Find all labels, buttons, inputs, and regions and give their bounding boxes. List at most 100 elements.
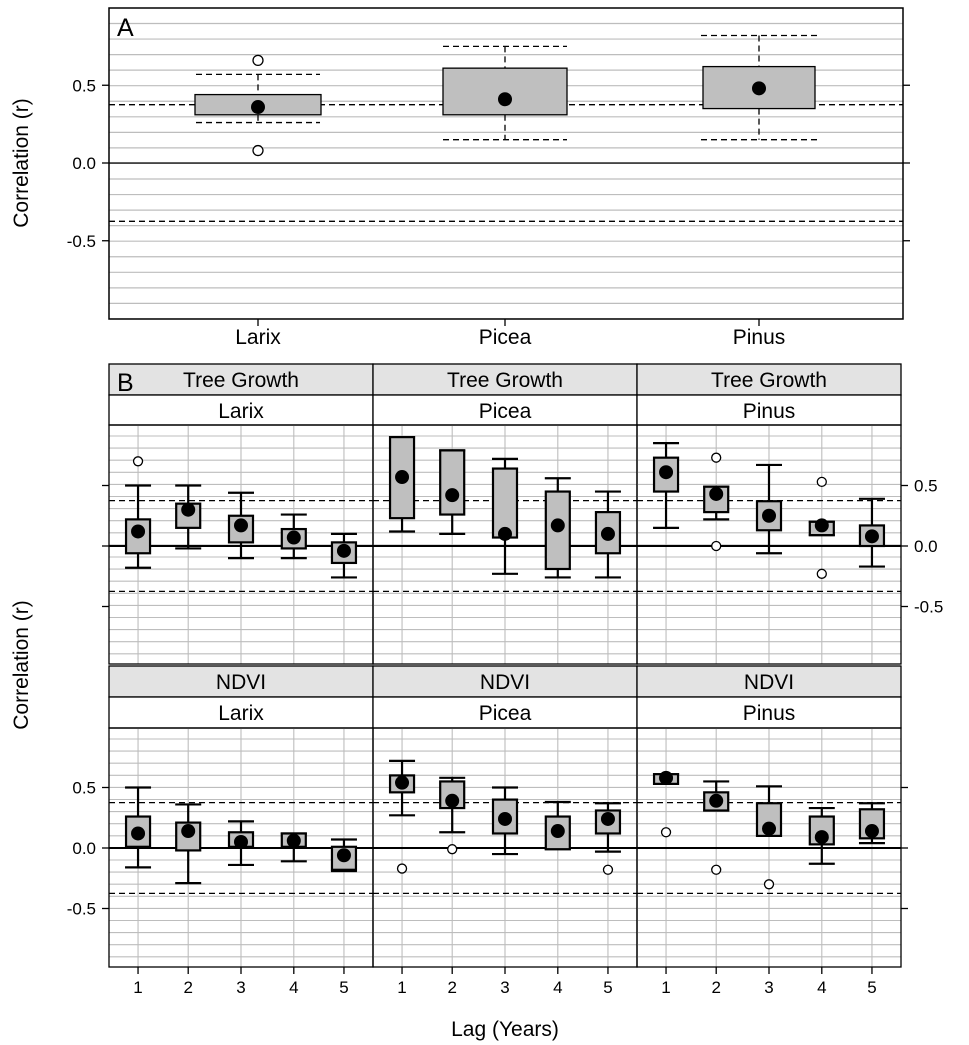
box-lag-1 [388, 436, 416, 533]
facet-col-label: Picea [479, 400, 532, 423]
outlier-point [711, 864, 722, 875]
mean-point [445, 488, 460, 503]
y-tick-label: -0.5 [67, 232, 96, 251]
mean-point [395, 775, 410, 790]
box-picea [442, 45, 568, 141]
box-lag-4 [544, 477, 571, 579]
mean-point [181, 502, 196, 517]
facet-row-label: NDVI [216, 671, 266, 694]
facet-row-label: Tree Growth [447, 369, 563, 392]
box-lag-3 [227, 491, 255, 560]
x-tick-label: 3 [764, 978, 773, 997]
outlier-point [602, 864, 614, 875]
box-lag-4 [808, 806, 835, 865]
mean-point [550, 824, 565, 839]
box-lag-3 [491, 786, 519, 856]
box-lag-1 [652, 442, 680, 529]
y-tick-label: 0.5 [72, 76, 96, 95]
facet-tree-growth-picea [372, 363, 638, 665]
panel-a [102, 7, 910, 326]
box-lag-5 [858, 802, 886, 845]
facet-col-label: Picea [479, 702, 532, 725]
box-larix [194, 54, 322, 157]
outlier-point [711, 452, 722, 463]
box-lag-4 [544, 800, 571, 851]
outlier-point [396, 863, 408, 874]
box-lag-2 [703, 780, 730, 875]
box-lag-2 [439, 449, 466, 536]
x-tick-label: 2 [447, 978, 456, 997]
facet-col-label: Larix [218, 400, 264, 423]
mean-point [286, 833, 301, 848]
outlier-point [816, 476, 827, 488]
box-lag-5 [330, 838, 358, 873]
mean-point [659, 770, 674, 785]
box-lag-5 [330, 532, 358, 579]
y-tick-label: 0.0 [72, 839, 96, 858]
facet-ndvi-picea [372, 665, 638, 974]
box [442, 67, 568, 116]
x-tick-label: 5 [867, 978, 876, 997]
facet-strip-row [636, 665, 902, 698]
x-tick-label: 3 [500, 978, 509, 997]
mean-point [498, 526, 512, 541]
x-tick-label: 5 [339, 978, 348, 997]
y-tick-label: -0.5 [67, 900, 96, 919]
outlier-point [447, 844, 458, 855]
outlier-point [660, 827, 672, 838]
y-tick-label: 0.0 [72, 154, 96, 173]
box-lag-4 [280, 513, 307, 560]
outlier-point [252, 144, 264, 157]
facet-frame [636, 424, 902, 665]
mean-point [762, 821, 776, 836]
box [439, 449, 466, 516]
mean-point [286, 530, 301, 545]
mean-point [659, 465, 674, 480]
mean-point [814, 830, 829, 845]
x-tick-label: Picea [479, 326, 532, 349]
box-lag-5 [594, 490, 622, 579]
facet-row-label: NDVI [480, 671, 530, 694]
outlier-point [816, 568, 827, 579]
facet-col-label: Pinus [743, 702, 796, 725]
x-tick-label: 4 [289, 978, 298, 997]
panel-b [102, 363, 908, 974]
facet-tree-growth-pinus [636, 363, 908, 665]
box [755, 500, 783, 532]
facet-row-label: NDVI [744, 671, 794, 694]
x-tick-label: 4 [553, 978, 562, 997]
box [491, 467, 519, 539]
y-axis-title: Correlation (r) [10, 600, 33, 730]
mean-point [336, 543, 351, 558]
mean-point [445, 793, 460, 808]
box-lag-2 [439, 776, 466, 855]
panel-label: A [117, 14, 134, 42]
facet-strip-row [636, 363, 902, 396]
x-tick-label: 2 [183, 978, 192, 997]
box-lag-3 [755, 785, 783, 890]
box-lag-3 [227, 820, 255, 867]
mean-point [762, 508, 776, 523]
facet-strip-col [108, 696, 374, 729]
x-tick-label: 4 [817, 978, 826, 997]
x-tick-label: 2 [711, 978, 720, 997]
mean-point [131, 524, 146, 539]
mean-point [814, 518, 829, 533]
box-pinus [701, 34, 817, 141]
box-lag-2 [175, 484, 202, 550]
mean-point [131, 826, 146, 841]
mean-point [498, 811, 512, 826]
y-axis-title: Correlation (r) [10, 98, 33, 228]
box-lag-1 [124, 456, 152, 569]
mean-point [336, 848, 351, 863]
mean-point [709, 486, 724, 501]
mean-point [234, 834, 248, 849]
x-tick-label: Pinus [733, 326, 786, 349]
x-tick-label: 3 [236, 978, 245, 997]
facet-strip-col [108, 394, 374, 426]
box-lag-4 [808, 476, 835, 579]
mean-point [395, 470, 410, 485]
mean-point [600, 526, 615, 541]
box-lag-3 [755, 463, 783, 555]
